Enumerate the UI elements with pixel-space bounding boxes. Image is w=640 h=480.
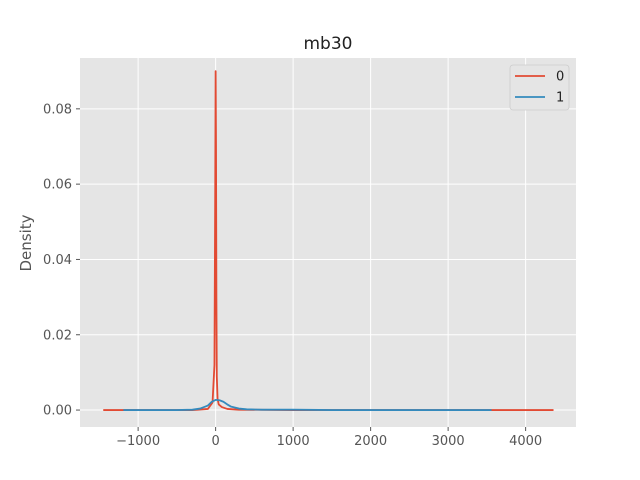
x-tick-label: 2000 [354, 434, 387, 449]
y-tick-label: 0.04 [43, 253, 72, 268]
legend-label-0: 0 [556, 70, 564, 85]
y-tick-label: 0.00 [43, 404, 72, 419]
y-tick-label: 0.08 [43, 102, 72, 117]
y-axis-ticks: 0.00 0.02 0.04 0.06 0.08 [43, 102, 80, 419]
y-axis-label: Density [17, 214, 35, 271]
x-axis-ticks: −1000 0 1000 2000 3000 4000 [116, 427, 542, 449]
x-tick-label: 4000 [509, 434, 542, 449]
x-tick-label: 1000 [277, 434, 310, 449]
y-tick-label: 0.02 [43, 328, 72, 343]
plot-area [80, 58, 576, 427]
x-tick-label: −1000 [116, 434, 160, 449]
x-tick-label: 0 [211, 434, 219, 449]
y-tick-label: 0.06 [43, 178, 72, 193]
chart-title: mb30 [304, 34, 353, 54]
series-line-1 [123, 398, 492, 411]
legend: 01 [509, 64, 570, 111]
legend-label-1: 1 [556, 91, 564, 106]
series-layer [103, 70, 554, 411]
x-tick-label: 3000 [432, 434, 465, 449]
